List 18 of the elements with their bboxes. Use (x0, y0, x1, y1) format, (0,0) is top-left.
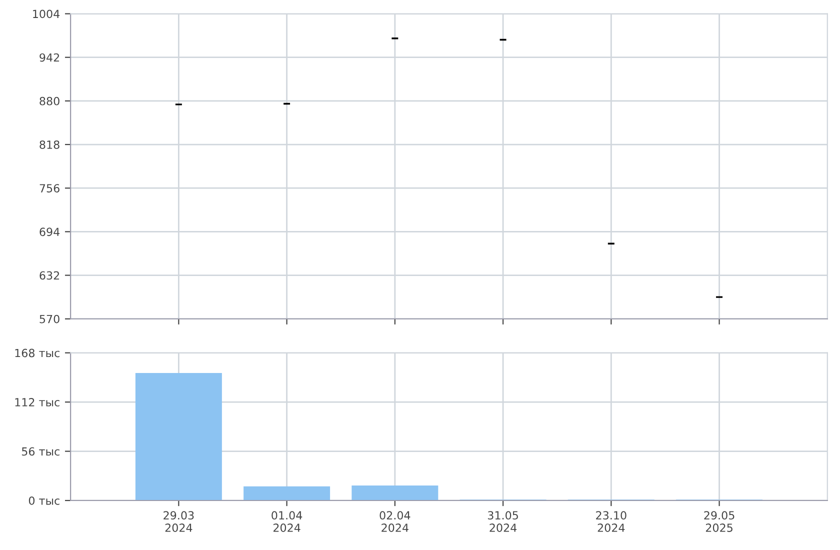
y-tick-label: 112 тыс (15, 398, 60, 406)
y-tick-label: 880 (40, 96, 60, 106)
y-tick-label: 818 (40, 140, 60, 149)
y-tick-label: 632 (40, 271, 60, 280)
y-tick-label: 570 (40, 314, 60, 324)
y-tick-label: 942 (40, 53, 60, 62)
y-tick-label: 694 (40, 228, 60, 236)
y-tick-label: 1004 (33, 10, 60, 18)
y-tick-label: 56 тыс (22, 447, 60, 456)
x-tick-label: 29.03 2024 (164, 511, 194, 532)
x-tick-label: 23.10 2024 (596, 511, 626, 532)
x-tick-label: 01.04 2024 (272, 511, 302, 532)
x-tick-label: 31.05 2024 (488, 511, 518, 532)
x-tick-label: 02.04 2024 (380, 511, 410, 532)
x-tick-label: 29.05 2025 (704, 511, 734, 532)
y-tick-label: 168 тыс (15, 348, 60, 358)
y-tick-label: 0 тыс (28, 496, 60, 505)
y-tick-label: 756 (40, 184, 60, 192)
